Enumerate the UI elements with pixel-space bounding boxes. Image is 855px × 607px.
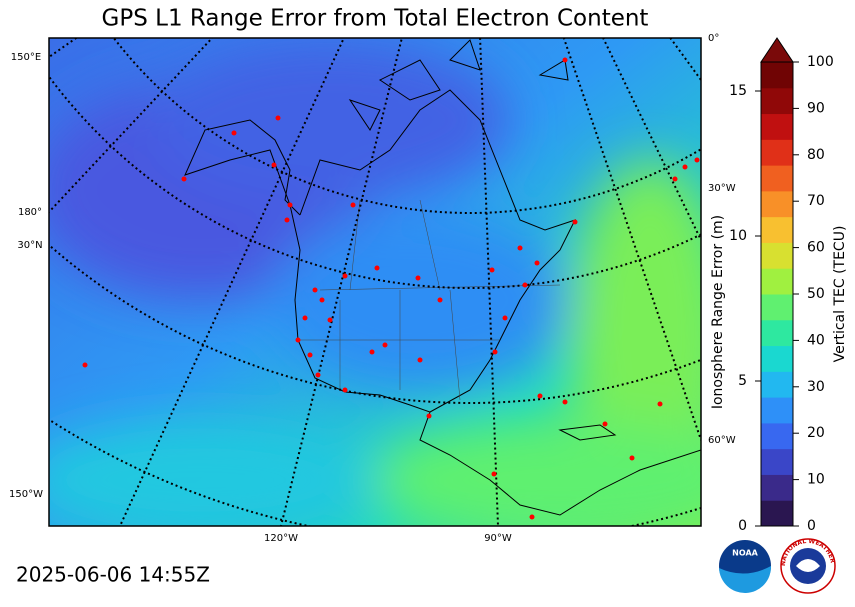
- lon-label: 30°W: [708, 183, 736, 194]
- colorbar-tick-label: 30: [807, 379, 825, 395]
- lon-label: 0°: [708, 33, 719, 44]
- colorbar-segment: [761, 113, 793, 140]
- colorbar-extend: [760, 37, 794, 63]
- colorbar-tick-label: 20: [807, 425, 825, 441]
- colorbar-segment: [761, 242, 793, 269]
- title: GPS L1 Range Error from Total Electron C…: [102, 6, 649, 32]
- secondary-tick-label: 0: [738, 518, 747, 534]
- colorbar-segment: [761, 190, 793, 218]
- colorbar-segment: [761, 62, 793, 89]
- gnss-stations: [82, 57, 700, 520]
- colorbar-segment: [761, 448, 793, 475]
- colorbar-segment: [761, 422, 793, 450]
- noaa-text: NOAA: [732, 549, 758, 558]
- borders: [300, 199, 561, 401]
- lon-label: 90°W: [484, 533, 512, 544]
- lon-label: 150°W: [9, 489, 43, 500]
- colorbar-segment: [761, 474, 793, 501]
- colorbar-segment: [761, 87, 793, 115]
- colorbar-tick-label: 80: [807, 147, 825, 163]
- colorbar-segment: [761, 371, 793, 398]
- secondary-tick-label: 15: [729, 83, 747, 99]
- colorbar-tick-label: 90: [807, 100, 825, 116]
- colorbar-segment: [761, 397, 793, 424]
- colorbar-tick-label: 100: [807, 54, 834, 70]
- map-frame: [48, 37, 702, 527]
- colorbar-segment: [761, 294, 793, 321]
- colorbar-segment: [761, 216, 793, 243]
- colorbar-segment: [761, 165, 793, 192]
- lon-label: 60°W: [708, 435, 736, 446]
- lon-label: 180°: [18, 207, 42, 218]
- coastline: [184, 39, 701, 516]
- noaa-logo: NOAA: [719, 540, 772, 594]
- colorbar-tick-label: 50: [807, 286, 825, 302]
- map: [49, 38, 701, 526]
- colorbar-label: Vertical TEC (TECU): [832, 226, 848, 363]
- lon-label: 120°W: [264, 533, 298, 544]
- timestamp: 2025-06-06 14:55Z: [16, 563, 210, 587]
- colorbar-tick-label: 10: [807, 472, 825, 488]
- graticule-labels: 150°E 180° 30°N 150°W 0° 30°W 60°W 120°W…: [9, 33, 736, 544]
- colorbar: 0 10 20 30 40 50 60 70 80 90 100 0 5 10 15: [729, 37, 834, 534]
- secondary-axis-label: Ionosphere Range Error (m): [710, 215, 726, 409]
- lat-label: 30°N: [17, 240, 42, 251]
- colorbar-tick-label: 60: [807, 240, 825, 256]
- colorbar-segment: [761, 139, 793, 166]
- lon-label: 150°E: [11, 52, 41, 63]
- secondary-tick-label: 10: [729, 228, 747, 244]
- colorbar-segment: [761, 268, 793, 295]
- graticule: [49, 38, 701, 526]
- colorbar-tick-label: 40: [807, 332, 825, 348]
- colorbar-segment: [761, 345, 793, 372]
- secondary-tick-label: 5: [738, 373, 747, 389]
- colorbar-segment: [761, 319, 793, 347]
- colorbar-tick-label: 0: [807, 518, 816, 534]
- colorbar-tick-label: 70: [807, 193, 825, 209]
- colorbar-segment: [761, 500, 793, 527]
